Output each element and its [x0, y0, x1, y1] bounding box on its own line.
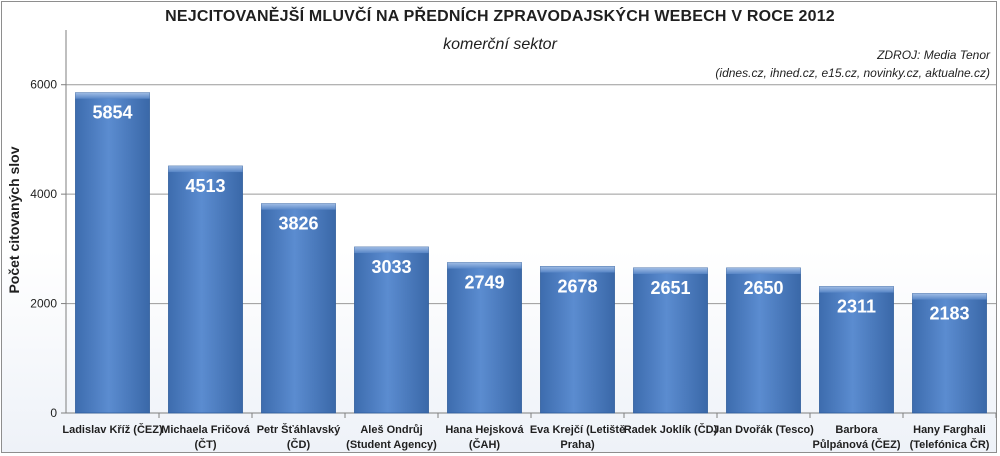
x-category-label-line: Půlpánová (ČEZ): [812, 438, 900, 451]
bar-value-label: 4513: [185, 176, 225, 196]
chart-subtitle: komerční sektor: [443, 36, 557, 53]
x-category-label-line: (ČD): [287, 438, 311, 451]
chart-title: NEJCITOVANĚJŠÍ MLUVČÍ NA PŘEDNÍCH ZPRAVO…: [165, 8, 835, 25]
bar-cap: [540, 266, 615, 273]
x-category-label: Aleš Ondrůj (Student Agency): [346, 424, 437, 451]
source-line-1: ZDROJ: Media Tenor: [877, 48, 990, 62]
source-note: ZDROJ: Media Tenor (idnes.cz, ihned.cz, …: [715, 46, 990, 82]
x-category-label: Michaela Fričová (ČT): [161, 424, 251, 451]
x-category-label: Barbora Půlpánová (ČEZ): [812, 424, 900, 451]
source-line-2: (idnes.cz, ihned.cz, e15.cz, novinky.cz,…: [715, 66, 990, 80]
bar-cap: [912, 293, 987, 300]
y-tick-label: 6000: [30, 78, 57, 92]
bar-value-label: 3033: [371, 257, 411, 277]
y-tick-label: 2000: [30, 297, 57, 311]
bar: [633, 267, 708, 414]
bar-value-label: 2183: [929, 304, 969, 324]
bar-value-label: 2311: [837, 297, 876, 317]
bar: [447, 262, 522, 414]
x-category-label-line: (Telefónica ČR): [910, 438, 990, 451]
x-category-label-line: Barbora: [835, 424, 878, 436]
x-category-label: Eva Krejčí (Letiště Praha): [530, 424, 625, 451]
bar-layer: [75, 92, 987, 414]
bar-value-label: 2651: [650, 278, 690, 298]
bar-value-label: 2650: [743, 278, 783, 298]
x-category-label: Hana Hejsková (ČAH): [445, 424, 524, 451]
bar-value-label: 5854: [92, 103, 132, 123]
bar: [726, 267, 801, 414]
x-category-label: Jan Dvořák (Tesco): [713, 424, 814, 436]
x-category-label-line: Aleš Ondrůj: [360, 424, 422, 436]
x-category-label-line: Hana Hejsková: [445, 424, 524, 436]
bar-value-label: 3826: [278, 214, 318, 234]
x-category-label: Petr Šťáhlavský (ČD): [257, 423, 341, 451]
x-category-label-line: Jan Dvořák (Tesco): [713, 424, 814, 436]
bar: [912, 293, 987, 414]
bar-cap: [447, 262, 522, 269]
bar: [354, 246, 429, 414]
bar: [540, 266, 615, 414]
bar-value-label: 2678: [557, 276, 597, 296]
bar-cap: [633, 267, 708, 274]
bar-cap: [75, 92, 150, 99]
x-category-label-line: Ladislav Kříž (ČEZ): [62, 423, 163, 436]
x-category-label-line: (Student Agency): [346, 439, 437, 451]
bar: [75, 92, 150, 414]
x-category-label-line: Radek Joklík (ČD): [624, 423, 718, 436]
bar-cap: [261, 203, 336, 210]
bar-cap: [168, 166, 243, 173]
bar-cap: [354, 247, 429, 254]
x-category-label-line: (ČAH): [469, 438, 500, 451]
x-category-label-line: Praha): [560, 439, 595, 451]
x-category-label-line: Petr Šťáhlavský: [257, 423, 341, 436]
bar: [261, 203, 336, 414]
x-category-label: Hany Farghali (Telefónica ČR): [910, 424, 990, 451]
bar-cap: [819, 286, 894, 293]
x-category-label: Radek Joklík (ČD): [624, 423, 718, 436]
bar: [168, 165, 243, 414]
bar: [819, 286, 894, 414]
x-category-label: Ladislav Kříž (ČEZ): [62, 423, 163, 436]
y-tick-label: 4000: [30, 187, 57, 201]
x-category-label-line: Michaela Fričová: [161, 424, 251, 436]
bar-cap: [726, 268, 801, 275]
bar-value-label: 2749: [464, 273, 504, 293]
x-category-label-line: Hany Farghali: [913, 424, 986, 436]
y-tick-label: 0: [50, 406, 57, 420]
label-layer: 5854 Ladislav Kříž (ČEZ) 4513 Michaela Frič…: [62, 103, 989, 451]
x-category-label-line: Eva Krejčí (Letiště: [530, 424, 625, 436]
x-category-label-line: (ČT): [195, 438, 217, 451]
